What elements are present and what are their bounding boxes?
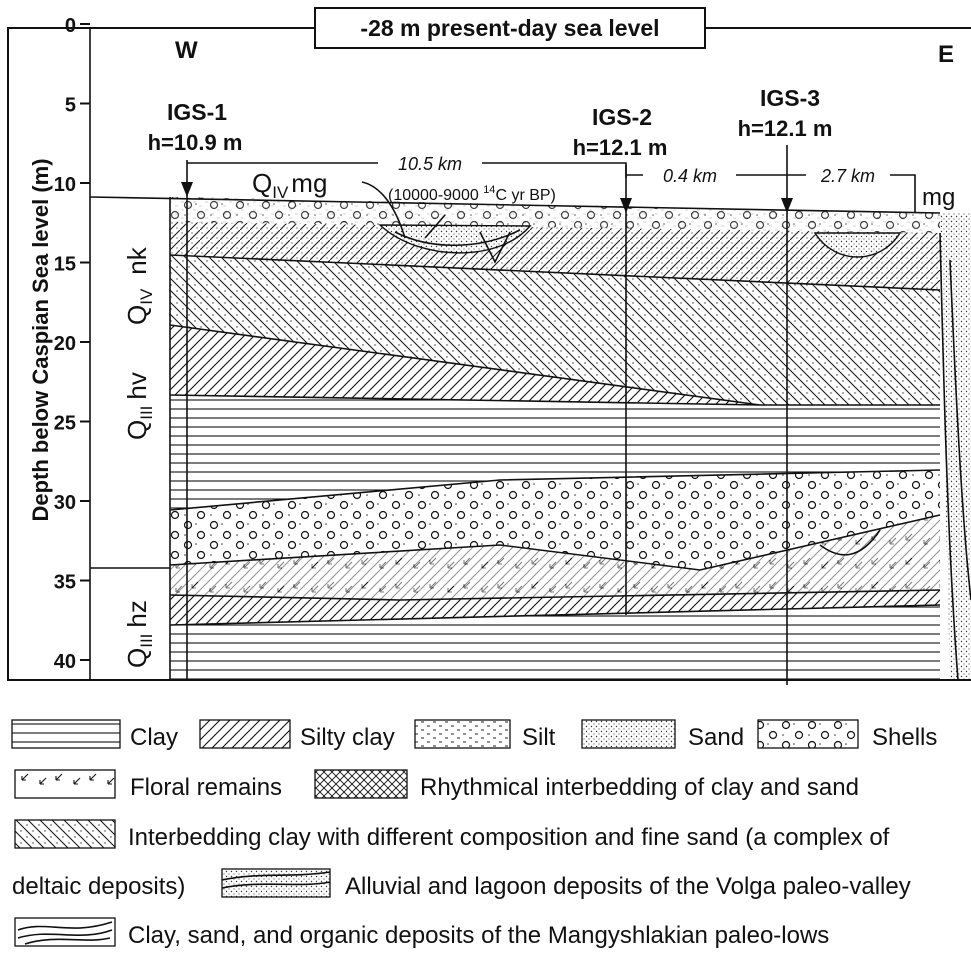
legend: Clay Silty clay Silt Sand Shells Floral … bbox=[12, 720, 937, 949]
tick-label: 10 bbox=[54, 174, 76, 196]
layer-mg-channel bbox=[940, 213, 971, 680]
unit-label: QIV nk bbox=[122, 246, 156, 325]
unit-suffix: hz bbox=[122, 600, 152, 627]
tick-label: 5 bbox=[65, 95, 76, 117]
swatch bbox=[315, 770, 407, 798]
legend-label: Sand bbox=[688, 724, 744, 751]
unit-suffix: hv bbox=[122, 372, 152, 399]
borehole-name: IGS-2 bbox=[592, 104, 652, 130]
diagram: 0 5 10 15 20 25 30 35 40 Depth below Caspian Sea… bbox=[0, 0, 971, 960]
borehole-name: IGS-3 bbox=[760, 85, 820, 111]
title: -28 m present-day sea level bbox=[360, 15, 659, 41]
legend-label: Shells bbox=[872, 724, 937, 751]
swatch bbox=[582, 720, 675, 748]
unit-base: Q bbox=[122, 305, 152, 325]
page: 0 5 10 15 20 25 30 35 40 Depth below Caspian Sea… bbox=[0, 0, 971, 960]
borehole-elevation: h=12.1 m bbox=[573, 135, 668, 160]
legend-label: Silty clay bbox=[300, 724, 395, 751]
age-suffix: C yr BP) bbox=[495, 187, 555, 204]
swatch bbox=[200, 720, 290, 748]
tick-label: 25 bbox=[54, 413, 76, 435]
legend-label: Clay bbox=[130, 724, 178, 751]
tick-label: 35 bbox=[54, 572, 76, 594]
tick-label: 20 bbox=[54, 333, 76, 355]
legend-label: Alluvial and lagoon deposits of the Volg… bbox=[345, 873, 911, 900]
unit-base: Q bbox=[122, 420, 152, 440]
legend-label: Silt bbox=[522, 724, 556, 751]
unit-sub: IV bbox=[137, 288, 156, 305]
depth-axis: 0 5 10 15 20 25 30 35 40 bbox=[54, 15, 90, 673]
age-label: (10000-9000 14C yr BP) bbox=[388, 184, 556, 204]
unit-suffix: nk bbox=[122, 246, 152, 274]
legend-label: Rhythmical interbedding of clay and sand bbox=[420, 774, 859, 801]
age-prefix: (10000-9000 bbox=[388, 187, 483, 204]
layers bbox=[170, 197, 971, 680]
legend-label: Floral remains bbox=[130, 774, 282, 801]
west-label: W bbox=[175, 37, 198, 64]
legend-label: deltaic deposits) bbox=[12, 873, 185, 900]
unit-label: QIII hv bbox=[122, 372, 156, 440]
borehole-name: IGS-1 bbox=[167, 99, 227, 125]
unit-base: Q bbox=[252, 168, 272, 198]
tick-label: 40 bbox=[54, 651, 76, 673]
unit-suffix: mg bbox=[291, 168, 327, 198]
legend-label: Interbedding clay with different composi… bbox=[128, 824, 890, 851]
unit-sub: III bbox=[137, 634, 156, 648]
legend-label: Clay, sand, and organic deposits of the … bbox=[128, 922, 829, 949]
tick-label: 15 bbox=[54, 254, 76, 276]
tick-label: 0 bbox=[65, 15, 76, 37]
unit-base: Q bbox=[122, 648, 152, 668]
east-label: E bbox=[938, 41, 954, 68]
borehole-elevation: h=10.9 m bbox=[148, 130, 243, 155]
distance: 0.4 km bbox=[663, 166, 717, 186]
swatch bbox=[15, 770, 115, 798]
distance: 10.5 km bbox=[398, 154, 462, 174]
borehole-elevation: h=12.1 m bbox=[738, 116, 833, 141]
swatch bbox=[415, 720, 510, 748]
axis-label: Depth below Caspian Sea level (m) bbox=[28, 158, 53, 521]
swatch bbox=[758, 720, 858, 748]
unit-label: QIII hz bbox=[122, 600, 156, 668]
unit-label: mg bbox=[922, 184, 955, 211]
unit-sub: III bbox=[137, 406, 156, 420]
unit-sub: IV bbox=[272, 183, 289, 202]
swatch bbox=[12, 720, 120, 748]
swatch bbox=[15, 820, 115, 848]
age-sup: 14 bbox=[483, 184, 495, 196]
tick-label: 30 bbox=[54, 492, 76, 514]
distance: 2.7 km bbox=[820, 166, 875, 186]
